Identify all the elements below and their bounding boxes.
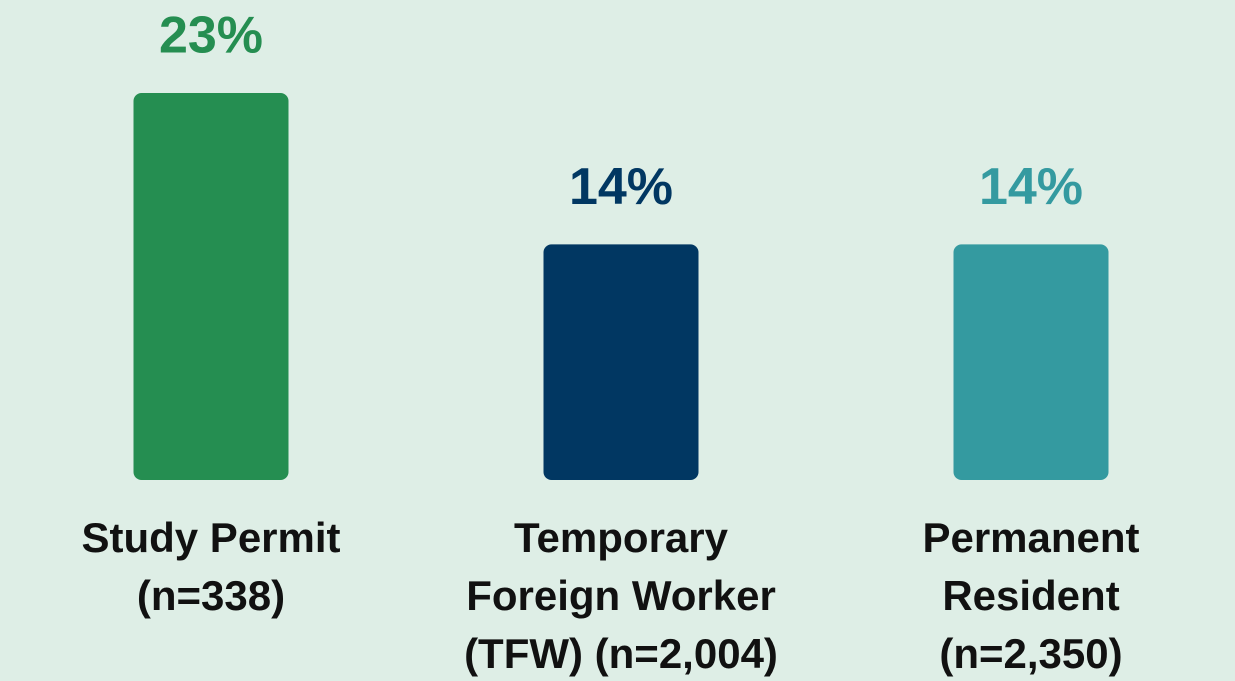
bar: [543, 244, 699, 480]
category-label: Resident: [942, 572, 1119, 619]
category-label: Study Permit: [81, 514, 340, 561]
category-label: (n=338): [137, 572, 285, 619]
value-label: 23%: [159, 7, 263, 65]
category-label: Temporary: [514, 514, 729, 561]
category-label: Foreign Worker: [466, 572, 776, 619]
category-label: (n=2,350): [939, 630, 1122, 677]
bar: [133, 93, 289, 480]
category-label: Permanent: [922, 514, 1139, 561]
value-label: 14%: [569, 158, 673, 216]
category-label: (TFW) (n=2,004): [464, 630, 778, 677]
value-label: 14%: [979, 158, 1083, 216]
bar: [953, 244, 1109, 480]
